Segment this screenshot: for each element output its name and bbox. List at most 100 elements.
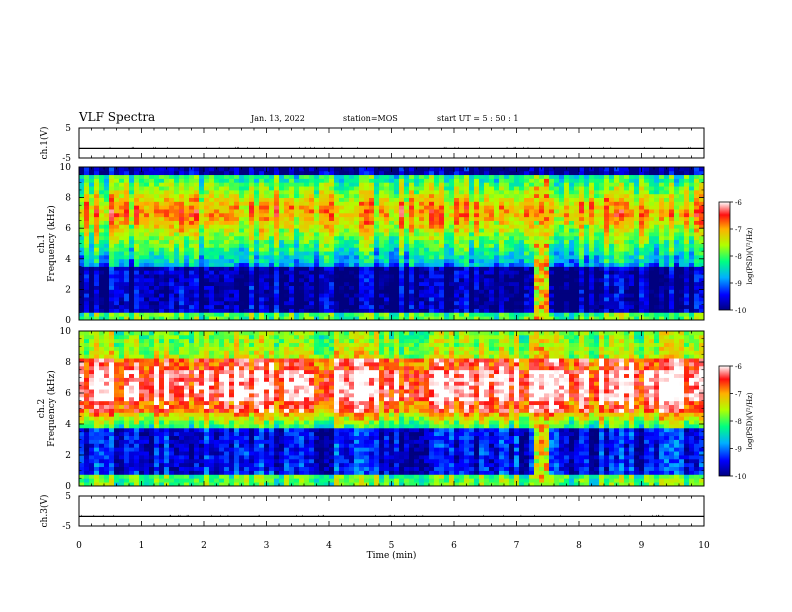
spectrogram-cell (564, 251, 570, 256)
spectrogram-cell (294, 285, 300, 290)
spectrogram-cell (479, 197, 485, 202)
spectrogram-cell (79, 254, 85, 260)
spectrogram-cell (84, 293, 90, 298)
spectrogram-cell (564, 197, 570, 202)
spectrogram-cell (464, 182, 470, 187)
spectrogram-cell (304, 251, 310, 256)
spectrogram-cell (294, 174, 300, 179)
spectrogram-cell (149, 193, 155, 198)
spectrogram-cell (144, 281, 150, 286)
spectrogram-cell (459, 201, 465, 206)
spectrogram-cell (309, 262, 315, 267)
spectrogram-cell (189, 247, 195, 252)
spectrogram-cell (404, 251, 410, 256)
spectrogram-cell (669, 189, 675, 195)
spectrogram-cell (654, 178, 660, 183)
spectrogram-cell (599, 201, 605, 206)
spectrogram-cell (534, 293, 540, 298)
spectrogram-cell (594, 239, 600, 244)
spectrogram-cell (574, 189, 580, 195)
spectrogram-cell (684, 228, 690, 233)
spectrogram-cell (389, 197, 395, 202)
spectrogram-cell (459, 216, 465, 221)
spectrogram-cell (114, 216, 120, 221)
spectrogram-cell (344, 167, 350, 172)
spectrogram-cell (409, 289, 415, 294)
spectrogram-cell (179, 258, 185, 264)
spectrogram-cell (559, 243, 565, 248)
spectrogram-cell (549, 274, 555, 279)
spectrogram-cell (524, 224, 530, 229)
spectrogram-cell (204, 167, 210, 172)
spectrogram-cell (304, 197, 310, 202)
spectrogram-cell (509, 285, 515, 290)
spectrogram-cell (254, 182, 260, 187)
spectrogram-cell (489, 209, 495, 214)
spectrogram-cell (104, 220, 110, 225)
spectrogram-cell (699, 258, 704, 264)
spectrogram-cell (499, 247, 505, 252)
spectrogram-cell (174, 300, 180, 306)
spectrogram-cell (294, 258, 300, 264)
spectrogram-cell (209, 243, 215, 248)
spectrogram-cell (624, 212, 630, 218)
spectrogram-cell (394, 266, 400, 271)
spectrogram-cell (609, 193, 615, 198)
spectrogram-cell (434, 270, 440, 275)
spectrogram-cell (259, 304, 265, 309)
spectrogram-cell (474, 300, 480, 306)
spectrogram-cell (199, 209, 205, 214)
spectrogram-cell (429, 228, 435, 233)
spectrogram-cell (129, 197, 135, 202)
spectrogram-cell (314, 186, 320, 191)
spectrogram-cell (94, 293, 100, 298)
spectrogram-cell (634, 232, 640, 237)
spectrogram-cell (489, 197, 495, 202)
spectrogram-cell (694, 312, 700, 317)
spectrogram-cell (519, 281, 525, 286)
spectrogram-cell (114, 201, 120, 206)
spectrogram-cell (429, 258, 435, 264)
spectrogram-cell (94, 289, 100, 294)
spectrogram-cell (649, 304, 655, 309)
spectrogram-cell (524, 212, 530, 218)
spectrogram-cell (419, 308, 425, 313)
spectrogram-cell (144, 201, 150, 206)
spectrogram-cell (399, 262, 405, 267)
spectrogram-cell (389, 216, 395, 221)
spectrogram-cell (409, 182, 415, 187)
spectrogram-cell (339, 281, 345, 286)
spectrogram-cell (499, 300, 505, 306)
spectrogram-cell (679, 281, 685, 286)
spectrogram-cell (484, 193, 490, 198)
spectrogram-cell (284, 262, 290, 267)
spectrogram-cell (304, 312, 310, 317)
spectrogram-cell (314, 224, 320, 229)
spectrogram-cell (474, 285, 480, 290)
spectrogram-cell (79, 205, 85, 210)
spectrogram-cell (424, 216, 430, 221)
spectrogram-cell (579, 239, 585, 244)
spectrogram-cell (389, 300, 395, 306)
spectrogram-cell (119, 201, 125, 206)
spectrogram-cell (284, 270, 290, 275)
spectrogram-cell (329, 262, 335, 267)
spectrogram-cell (434, 228, 440, 233)
spectrogram-cell (489, 300, 495, 306)
spectrogram-cell (489, 258, 495, 264)
spectrogram-cell (284, 220, 290, 225)
spectrogram-cell (244, 232, 250, 237)
spectrogram-cell (314, 201, 320, 206)
spectrogram-cell (289, 270, 295, 275)
spectrogram-cell (619, 274, 625, 279)
spectrogram-cell (404, 277, 410, 283)
spectrogram-cell (609, 182, 615, 187)
spectrogram-cell (119, 274, 125, 279)
spectrogram-cell (534, 228, 540, 233)
spectrogram-cell (164, 193, 170, 198)
spectrogram-cell (184, 297, 190, 302)
spectrogram-cell (189, 266, 195, 271)
spectrogram-cell (454, 216, 460, 221)
spectrogram-cell (174, 189, 180, 195)
spectrogram-cell (289, 220, 295, 225)
